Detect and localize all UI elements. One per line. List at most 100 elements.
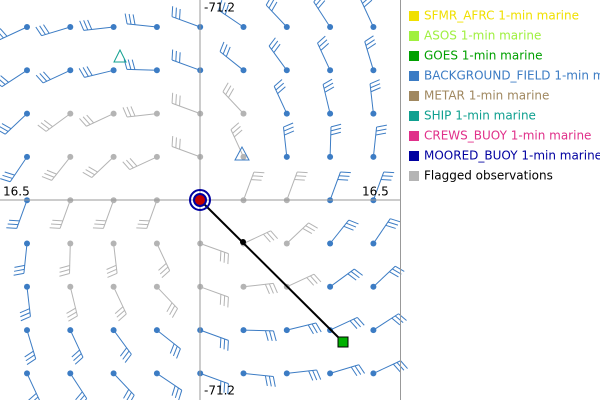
barb-tick [219,250,222,262]
barb-tick [126,159,134,169]
barb-staff [286,369,317,374]
barb-staff [156,286,178,309]
barb-tick [224,4,229,15]
barb-staff [329,364,359,374]
barb-tick [83,20,89,31]
barb-tick [364,35,374,42]
barb-tick [0,79,6,85]
barb-tick [43,24,50,34]
barb-tick [82,171,93,178]
barb-tick [389,271,399,278]
barb-tick [385,224,396,229]
barb-staff [83,26,114,31]
barb-tick [370,83,381,89]
barb-tick [179,138,181,150]
barb-staff [69,286,78,317]
barb-tick [114,306,124,315]
top-label: -71.2 [204,1,235,15]
barb-tick [369,79,380,85]
barb-tick [175,50,177,62]
barb-staff [84,69,114,78]
barb-tick [221,2,226,13]
barb-staff [59,200,71,229]
barb-staff [200,329,229,341]
barb-staff [243,230,271,244]
station-dot [370,110,377,117]
barb-staff [322,84,331,114]
barb-tick [59,273,70,277]
barb-tick [85,169,95,176]
barb-tick [33,396,39,400]
barb-tick [322,78,333,85]
barb-tick [161,270,171,278]
station-dot [283,327,290,334]
station-dot [110,110,117,117]
barb-tick [268,0,275,9]
barb-tick [68,315,78,322]
barb-tick [272,376,276,387]
barb-tick [232,125,241,134]
barb-tick [49,227,61,229]
station-dot [327,24,334,30]
barb-tick [166,302,173,313]
barb-tick [14,264,25,268]
barb-tick [295,175,307,177]
station-dot [67,67,74,74]
barb-tick [59,265,70,269]
barb-tick [223,252,226,263]
barb-tick [380,179,392,181]
barb-staff [286,273,315,288]
barb-tick [74,356,84,365]
barb-staff [218,9,244,28]
barb-tick [283,126,294,132]
barb-tick [275,82,285,91]
barb-tick [268,37,276,47]
station-dot [283,370,290,377]
barb-tick [19,308,30,314]
barb-tick [107,272,118,278]
barb-staff [113,373,135,396]
barb-tick [315,0,321,6]
station-dot [24,240,30,247]
track-end [337,336,349,348]
barb-tick [270,230,279,239]
station-dot [24,67,30,74]
barb-tick [175,94,177,105]
station-dot [327,110,334,117]
legend-swatch [409,171,419,181]
legend-swatch [409,111,419,121]
barb-tick [265,0,270,6]
barb-staff [329,268,355,288]
barb-staff [45,113,71,132]
barb-tick [175,137,177,148]
station-dot [327,283,334,290]
barb-staff [23,243,28,274]
barb-tick [271,40,279,50]
barb-tick [277,86,286,95]
barb-tick [139,219,150,222]
barb-staff [200,286,229,298]
barb-tick [127,59,132,70]
barb-staff [4,113,28,135]
barb-tick [337,179,349,181]
barb-tick [398,313,407,321]
barb-tick [39,25,46,35]
barb-tick [0,75,9,83]
barb-tick [28,392,37,400]
right-label: 16.5 [362,185,389,199]
barb-tick [317,0,326,9]
barb-staff [372,218,391,244]
barb-tick [67,311,77,318]
barb-tick [0,130,6,135]
barb-tick [2,174,13,179]
barb-tick [400,360,408,369]
barb-tick [176,348,181,359]
ship-marker [234,145,250,161]
barb-tick [353,318,361,328]
station-dot [67,327,74,334]
barb-tick [366,43,377,50]
barb-tick [228,88,235,98]
barb-tick [6,227,17,229]
station-dot [67,240,74,247]
barb-tick [124,13,128,24]
